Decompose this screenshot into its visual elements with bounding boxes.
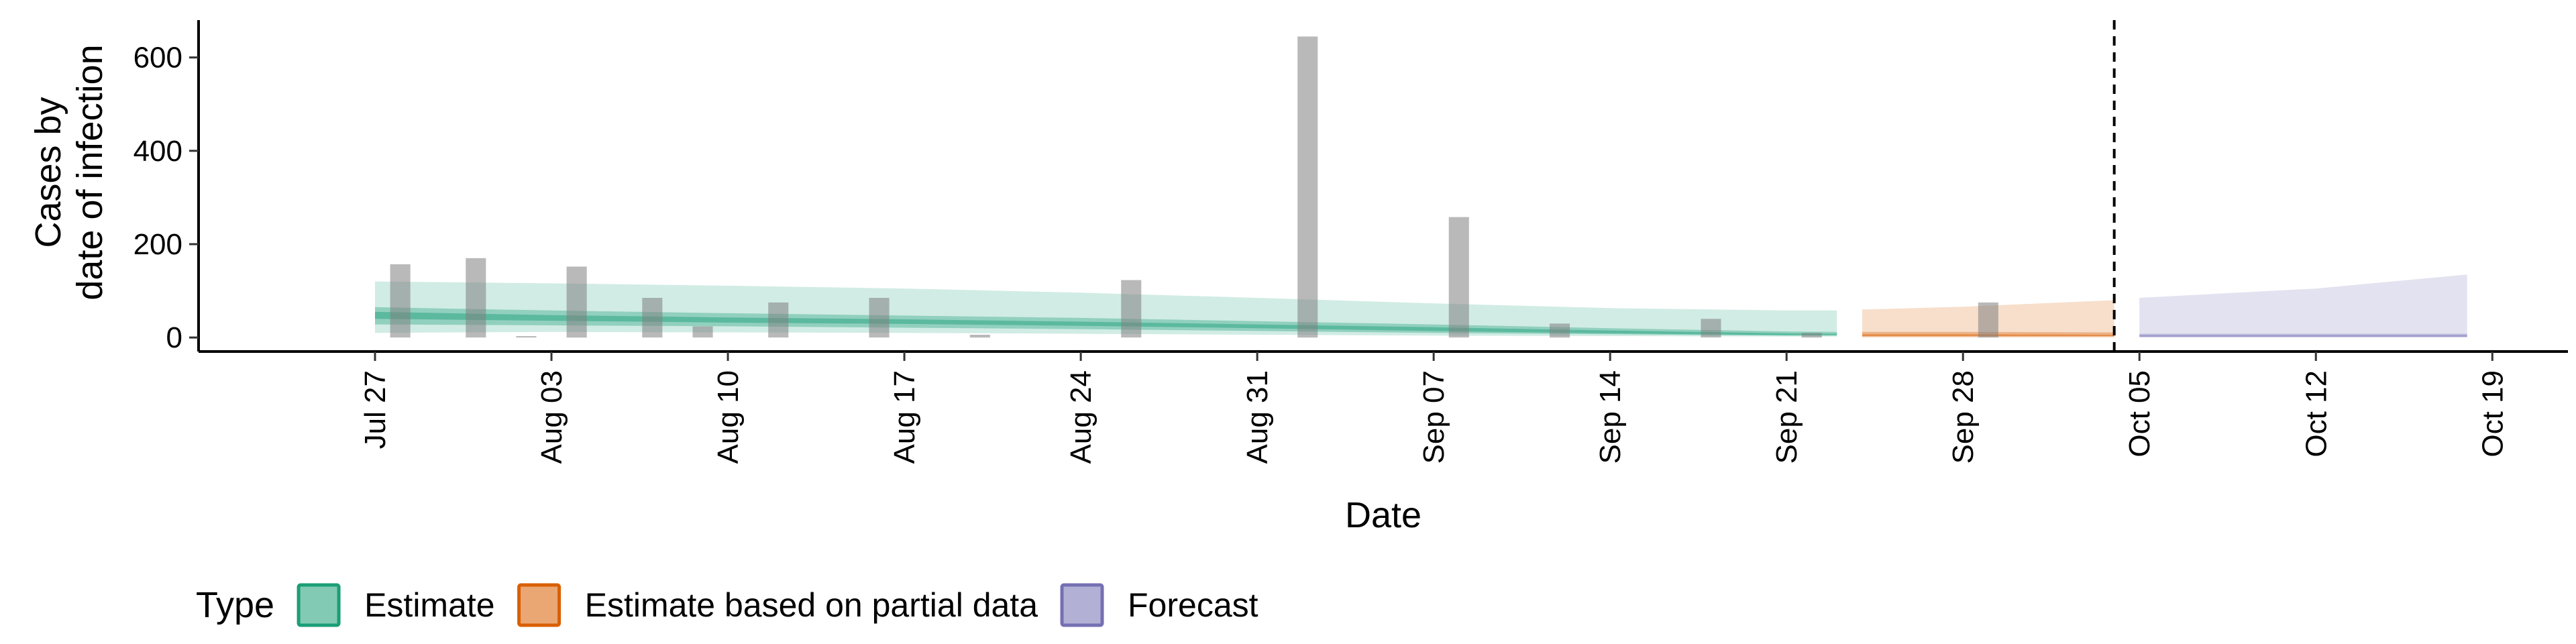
x-tick-label: Aug 17 xyxy=(888,370,921,464)
y-axis-title-line-1: Cases by xyxy=(28,97,68,248)
band-20-0 xyxy=(375,311,1837,335)
case-bar xyxy=(768,302,789,338)
case-bar xyxy=(1550,323,1570,338)
case-bar xyxy=(692,326,713,338)
band-90-0 xyxy=(375,281,1837,337)
y-tick-label: 200 xyxy=(133,228,182,261)
band-20-2 xyxy=(2139,335,2467,337)
legend-title: Type xyxy=(196,585,274,625)
legend: Type Estimate Estimate based on partial da… xyxy=(196,583,1258,627)
legend-label: Estimate based on partial data xyxy=(585,586,1038,624)
legend-swatch xyxy=(1060,583,1104,627)
legend-swatch xyxy=(517,583,561,627)
x-tick-label: Aug 03 xyxy=(535,370,568,464)
case-bar xyxy=(1448,217,1469,338)
legend-label: Estimate xyxy=(364,586,495,624)
x-tick-label: Aug 31 xyxy=(1241,370,1274,464)
legend-swatch xyxy=(297,583,341,627)
case-bar xyxy=(1978,302,1998,338)
case-bar xyxy=(516,336,537,338)
axes: 0 200 400 600 Jul 27 Aug 03 Aug 10 Aug 17 Aug 24… xyxy=(28,20,2568,535)
observed-case-bars xyxy=(390,36,1998,338)
case-bar xyxy=(566,266,587,338)
x-tick-label: Sep 21 xyxy=(1770,370,1803,464)
band-50-2 xyxy=(2139,333,2467,337)
band-50-0 xyxy=(375,307,1837,336)
x-tick-label: Aug 10 xyxy=(712,370,745,464)
y-tick-label: 600 xyxy=(133,42,182,74)
case-bar xyxy=(1297,36,1318,338)
case-bar xyxy=(466,258,486,338)
x-tick-label: Oct 19 xyxy=(2476,370,2509,458)
case-bar xyxy=(1121,280,1142,338)
x-tick-label: Oct 05 xyxy=(2123,370,2156,458)
y-axis-title-line-2: date of infection xyxy=(70,44,110,300)
case-bar xyxy=(969,335,990,338)
band-90-2 xyxy=(2139,274,2467,338)
case-bar xyxy=(1701,319,1721,338)
series-estimate xyxy=(375,281,1837,337)
x-tick-label: Sep 07 xyxy=(1417,370,1450,464)
y-tick-label: 400 xyxy=(133,135,182,168)
y-axis-title: Cases by date of infection xyxy=(28,44,110,300)
x-axis-title: Date xyxy=(1345,495,1421,535)
estimate-bands xyxy=(375,274,2467,338)
case-bar xyxy=(1801,333,1822,338)
x-tick-label: Sep 14 xyxy=(1594,370,1627,464)
x-tick-label: Oct 12 xyxy=(2300,370,2332,458)
x-tick-label: Sep 28 xyxy=(1947,370,1980,464)
case-bar xyxy=(642,298,663,338)
series-forecast xyxy=(2139,274,2467,338)
x-tick-label: Aug 24 xyxy=(1065,370,1097,464)
legend-label: Forecast xyxy=(1128,586,1258,624)
case-bar xyxy=(869,298,890,338)
y-tick-label: 0 xyxy=(166,321,182,354)
case-bar xyxy=(390,264,411,338)
x-tick-label: Jul 27 xyxy=(359,370,392,449)
